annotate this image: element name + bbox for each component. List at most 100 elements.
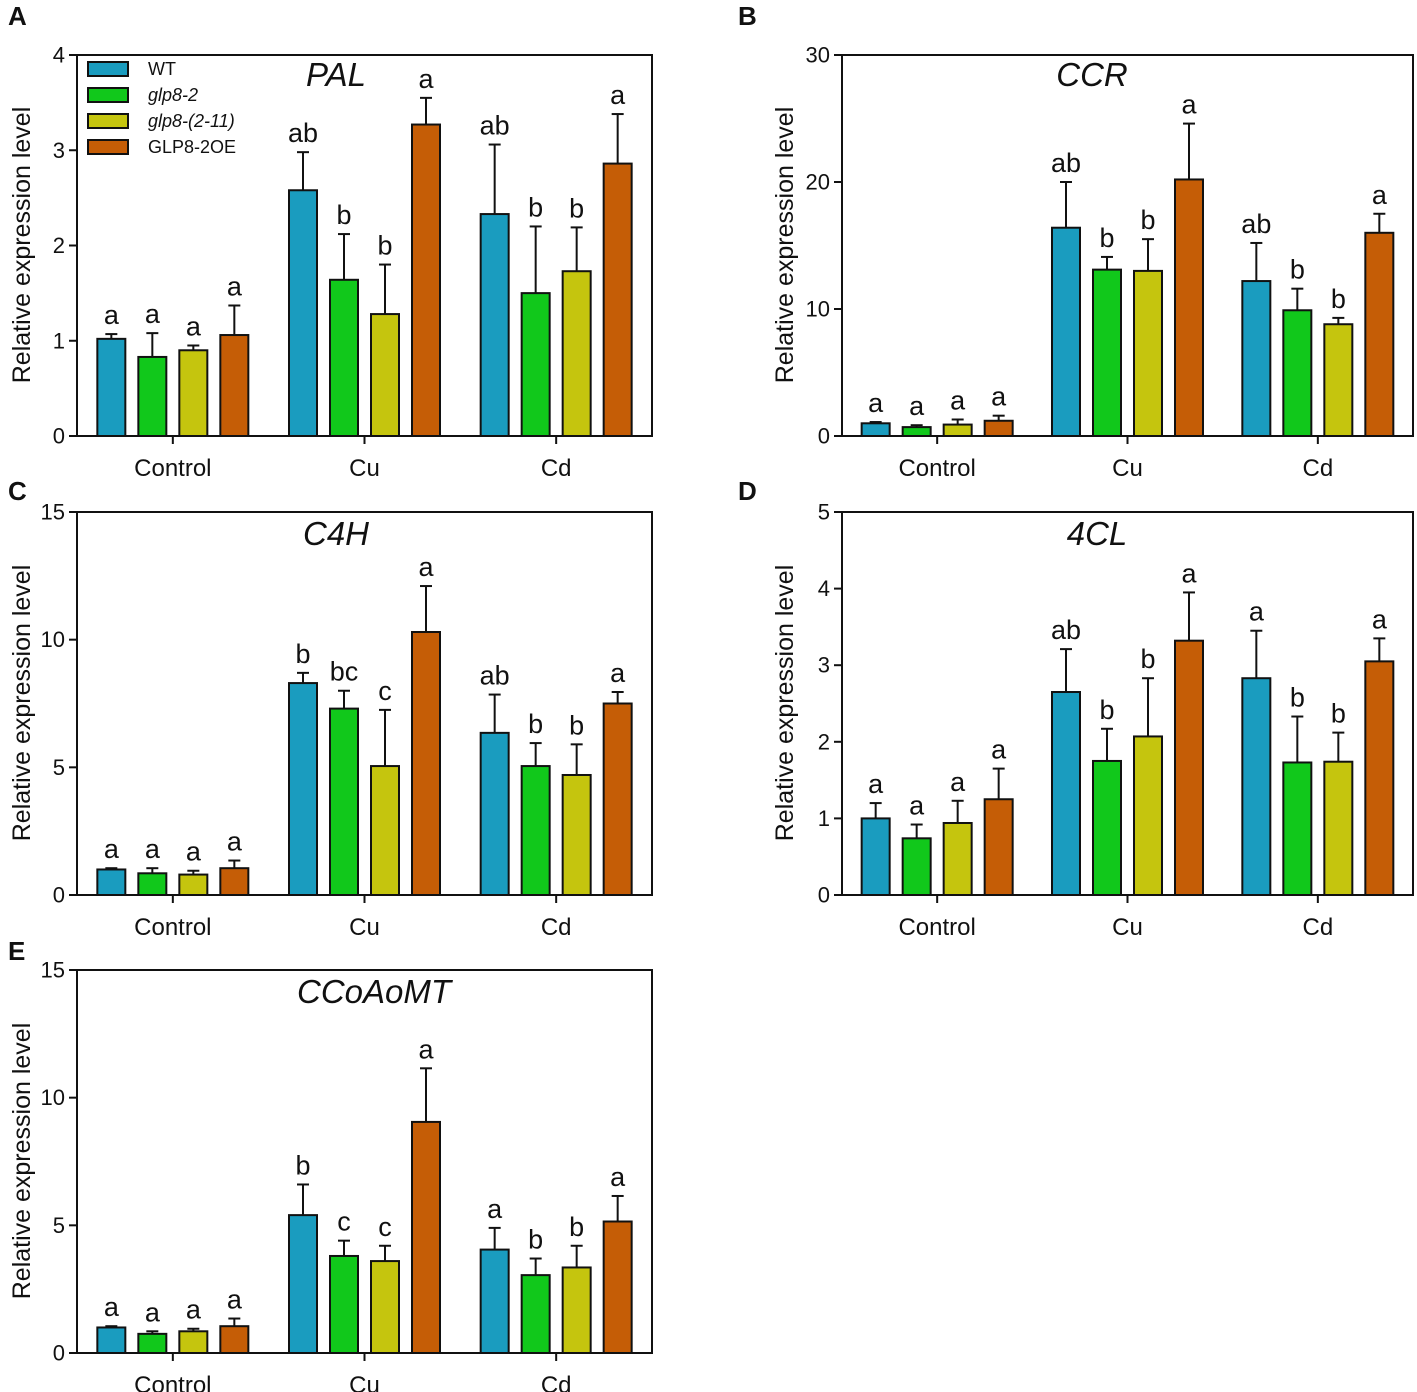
bar xyxy=(1364,660,1395,896)
bar xyxy=(1051,691,1081,897)
legend-swatch xyxy=(87,139,129,155)
chart-panel-d: D Relative expression level 0 1 2 3 4 5 Control a… xyxy=(738,476,1414,941)
bar xyxy=(370,1260,400,1354)
significance-letter: a xyxy=(1249,597,1265,627)
significance-letter: a xyxy=(186,1295,202,1325)
significance-letter: a xyxy=(186,312,202,342)
significance-letter: a xyxy=(868,769,884,799)
legend-swatch xyxy=(87,87,129,103)
y-axis-title: Relative expression level xyxy=(8,565,36,842)
x-category-label: Cd xyxy=(1302,914,1333,941)
y-tick-label: 3 xyxy=(818,653,830,678)
significance-letter: b xyxy=(1099,223,1114,253)
bar xyxy=(411,1120,441,1354)
significance-letter: a xyxy=(487,1194,503,1224)
significance-letter: b xyxy=(1290,683,1305,713)
y-tick-label: 15 xyxy=(41,958,65,983)
bar xyxy=(520,765,551,896)
bar xyxy=(1323,323,1354,437)
y-tick-label: 1 xyxy=(818,806,830,831)
significance-letter: ab xyxy=(1241,209,1271,239)
x-category-label: Control xyxy=(898,455,975,482)
x-category-label: Control xyxy=(898,914,975,941)
significance-letter: ab xyxy=(1051,615,1081,645)
panel-letter: C xyxy=(8,476,27,506)
y-tick-label: 0 xyxy=(53,883,65,908)
significance-letter: ab xyxy=(480,111,510,141)
significance-letter: a xyxy=(104,834,120,864)
significance-letter: b xyxy=(377,231,392,261)
significance-letter: a xyxy=(610,80,626,110)
gene-title: PAL xyxy=(306,56,366,93)
bar xyxy=(561,270,592,437)
y-tick-label: 5 xyxy=(53,755,65,780)
bar xyxy=(219,867,250,897)
panel-letter: B xyxy=(738,1,757,31)
y-tick-label: 2 xyxy=(818,729,830,754)
significance-letter: c xyxy=(337,1207,351,1237)
bar xyxy=(288,682,318,896)
y-tick-label: 5 xyxy=(53,1213,65,1238)
bar xyxy=(219,334,250,437)
y-axis-title: Relative expression level xyxy=(771,107,799,384)
significance-letter: a xyxy=(1181,558,1197,588)
significance-letter: b xyxy=(528,709,543,739)
bar xyxy=(1323,760,1354,896)
bar xyxy=(1282,761,1313,896)
significance-letter: b xyxy=(1331,699,1346,729)
y-tick-label: 10 xyxy=(806,297,830,322)
x-category-label: Control xyxy=(134,455,211,482)
bar xyxy=(983,419,1014,438)
significance-letter: ab xyxy=(288,118,318,148)
panel-letter: D xyxy=(738,476,757,506)
significance-letter: a xyxy=(186,837,202,867)
y-axis-title: Relative expression level xyxy=(771,565,799,842)
significance-letter: b xyxy=(1331,284,1346,314)
bar xyxy=(219,1325,250,1354)
panel-letter: A xyxy=(8,1,27,31)
panel-letter: E xyxy=(8,936,25,966)
bar xyxy=(561,1266,592,1355)
significance-letter: b xyxy=(528,1225,543,1255)
significance-letter: c xyxy=(378,1212,392,1242)
significance-letter: b xyxy=(295,1150,310,1180)
bar xyxy=(942,423,973,438)
y-tick-label: 4 xyxy=(818,576,830,601)
significance-letter: a xyxy=(991,382,1007,412)
bar xyxy=(1133,735,1163,896)
significance-letter: b xyxy=(1140,205,1155,235)
gene-title: C4H xyxy=(303,515,369,552)
significance-letter: a xyxy=(1181,90,1197,120)
bar xyxy=(411,123,441,437)
significance-letter: b xyxy=(569,1212,584,1242)
chart-panel-e: E Relative expression level 0 5 10 15 Control a… xyxy=(8,936,653,1392)
bar xyxy=(329,707,359,897)
legend-label: glp8-(2-11) xyxy=(148,111,235,131)
bar xyxy=(561,773,592,897)
bar xyxy=(983,798,1014,896)
y-tick-label: 1 xyxy=(53,328,65,353)
significance-letter: a xyxy=(909,791,925,821)
x-category-label: Cd xyxy=(541,455,572,482)
bar xyxy=(860,422,891,437)
gene-title: CCR xyxy=(1056,56,1128,93)
bar xyxy=(329,278,359,438)
bar xyxy=(178,873,209,896)
bar xyxy=(602,1220,633,1354)
significance-letter: a xyxy=(227,827,243,857)
gene-title: CCoAoMT xyxy=(297,973,454,1010)
legend-swatch xyxy=(87,113,129,129)
legend-label: glp8-2 xyxy=(148,85,198,105)
x-category-label: Cu xyxy=(1112,914,1143,941)
significance-letter: a xyxy=(1372,180,1388,210)
y-tick-label: 4 xyxy=(53,43,65,68)
chart-panel-c: C Relative expression level 0 5 10 15 Control a… xyxy=(8,476,653,941)
bar xyxy=(96,1326,127,1355)
bar xyxy=(1092,268,1122,437)
significance-letter: b xyxy=(1290,255,1305,285)
x-category-label: Cu xyxy=(349,914,380,941)
bar xyxy=(137,1332,168,1354)
bar xyxy=(901,426,932,437)
y-tick-label: 2 xyxy=(53,233,65,258)
